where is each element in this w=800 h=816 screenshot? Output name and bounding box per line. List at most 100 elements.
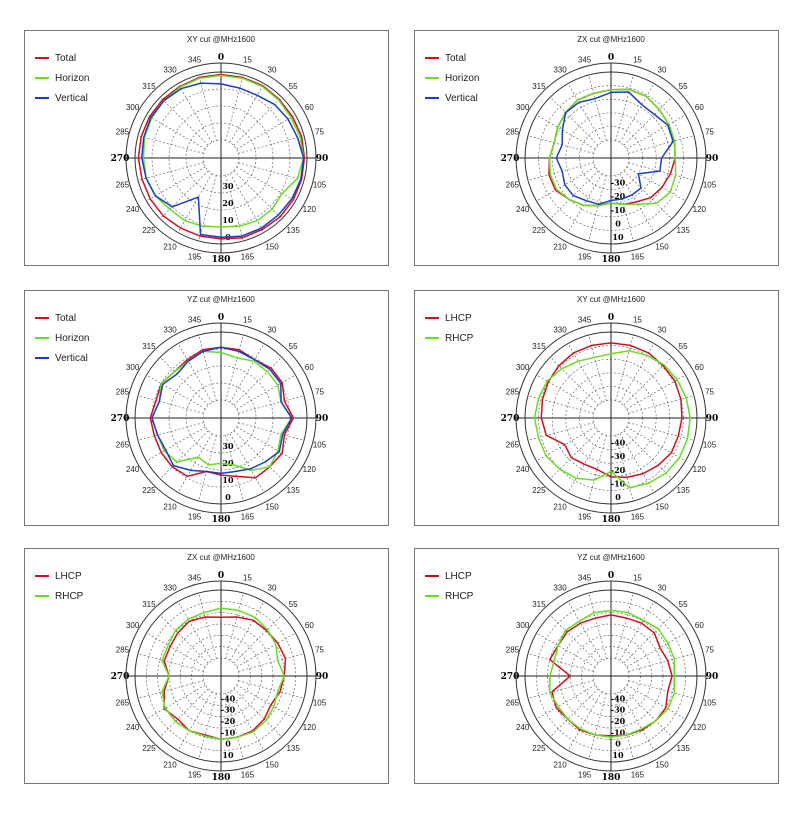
grid-spoke bbox=[137, 422, 204, 441]
grid-spoke bbox=[623, 96, 673, 146]
angle-label: 240 bbox=[516, 205, 530, 214]
ring-label: -40 bbox=[611, 693, 626, 703]
grid-spoke bbox=[619, 601, 655, 661]
angle-label: 225 bbox=[532, 486, 546, 495]
ring-label: -20 bbox=[221, 716, 236, 726]
ring-label: -10 bbox=[611, 478, 626, 488]
grid-spoke bbox=[177, 343, 213, 403]
series-line bbox=[151, 350, 293, 472]
grid-spoke bbox=[236, 114, 296, 150]
grid-spoke bbox=[159, 614, 209, 664]
series-line bbox=[161, 607, 286, 741]
angle-label: 0 bbox=[608, 53, 614, 63]
angle-label: 195 bbox=[578, 253, 592, 262]
grid-spoke bbox=[229, 83, 265, 143]
angle-label: 270 bbox=[111, 672, 130, 682]
angle-label: 15 bbox=[243, 315, 252, 324]
grid-spoke bbox=[198, 435, 217, 502]
polar-chart-panel: XY cut @MHz1600 0 15 30 55 60 75 90 105 120 135 150… bbox=[24, 30, 389, 266]
polar-chart: YZ cut @MHz1600 0 15 30 55 60 75 90 105 120 135 150… bbox=[35, 295, 329, 525]
angle-label: 105 bbox=[703, 180, 717, 189]
grid-spoke bbox=[229, 173, 265, 233]
grid-spoke bbox=[233, 96, 283, 146]
angle-label: 300 bbox=[516, 103, 530, 112]
angle-label: 60 bbox=[695, 103, 704, 112]
grid-spoke bbox=[146, 374, 206, 410]
angle-label: 55 bbox=[679, 342, 688, 351]
grid-spoke bbox=[623, 170, 673, 220]
grid-spoke bbox=[198, 693, 217, 760]
grid-spoke bbox=[536, 166, 596, 202]
angle-label: 165 bbox=[241, 513, 255, 522]
legend-label: Vertical bbox=[445, 93, 478, 104]
grid-spoke bbox=[527, 135, 594, 154]
ring-label: -10 bbox=[611, 727, 626, 737]
polar-chart: XY cut @MHz1600 0 15 30 55 60 75 90 105 120 135 150… bbox=[35, 35, 328, 265]
grid-spoke bbox=[626, 166, 686, 202]
chart-title: YZ cut @MHz1600 bbox=[187, 295, 255, 304]
angle-label: 105 bbox=[313, 440, 327, 449]
chart-title: YZ cut @MHz1600 bbox=[577, 553, 645, 562]
angle-label: 330 bbox=[553, 66, 567, 75]
angle-label: 210 bbox=[163, 242, 177, 251]
grid-spoke bbox=[619, 83, 655, 143]
grid-spoke bbox=[233, 170, 283, 220]
grid-spoke bbox=[225, 435, 244, 502]
angle-label: 285 bbox=[116, 388, 130, 397]
angle-label: 345 bbox=[188, 573, 202, 582]
series-line bbox=[151, 346, 293, 475]
ring-label: -10 bbox=[611, 205, 626, 215]
angle-label: 60 bbox=[305, 363, 314, 372]
grid-spoke bbox=[137, 162, 204, 181]
grid-spoke bbox=[527, 162, 594, 181]
legend-label: RHCP bbox=[55, 591, 84, 602]
angle-label: 345 bbox=[578, 55, 592, 64]
angle-label: 270 bbox=[501, 672, 520, 682]
grid-spoke bbox=[567, 433, 603, 493]
grid-spoke bbox=[615, 435, 634, 502]
angle-label: 55 bbox=[679, 600, 688, 609]
grid-spoke bbox=[567, 173, 603, 233]
angle-label: 285 bbox=[506, 388, 520, 397]
angle-label: 75 bbox=[705, 646, 714, 655]
angle-label: 30 bbox=[658, 584, 667, 593]
angle-label: 315 bbox=[532, 600, 546, 609]
grid-spoke bbox=[229, 433, 265, 493]
angle-label: 55 bbox=[289, 82, 298, 91]
angle-label: 165 bbox=[241, 771, 255, 780]
chart-title: XY cut @MHz1600 bbox=[577, 295, 646, 304]
angle-label: 315 bbox=[532, 342, 546, 351]
angle-label: 55 bbox=[289, 600, 298, 609]
grid-spoke bbox=[588, 175, 607, 242]
angle-label: 225 bbox=[532, 226, 546, 235]
grid-spoke bbox=[225, 334, 244, 401]
angle-label: 120 bbox=[693, 465, 707, 474]
angle-label: 120 bbox=[693, 205, 707, 214]
chart-title: ZX cut @MHz1600 bbox=[187, 553, 255, 562]
angle-label: 265 bbox=[116, 440, 130, 449]
angle-label: 195 bbox=[188, 513, 202, 522]
polar-chart-panel: XY cut @MHz1600 0 15 30 55 60 75 90 105 120 135 150… bbox=[414, 290, 779, 526]
legend-label: Vertical bbox=[55, 93, 88, 104]
angle-label: 300 bbox=[126, 363, 140, 372]
grid-spoke bbox=[588, 74, 607, 141]
ring-label: 10 bbox=[222, 750, 234, 760]
series-line bbox=[549, 609, 676, 738]
angle-label: 90 bbox=[706, 154, 719, 164]
angle-label: 15 bbox=[633, 573, 642, 582]
angle-label: 345 bbox=[578, 573, 592, 582]
angle-label: 225 bbox=[532, 744, 546, 753]
grid-spoke bbox=[225, 175, 244, 242]
grid-spoke bbox=[619, 691, 655, 751]
angle-label: 75 bbox=[315, 646, 324, 655]
grid-spoke bbox=[628, 395, 695, 414]
angle-label: 90 bbox=[706, 414, 719, 424]
series-line bbox=[548, 88, 677, 207]
grid-spoke bbox=[177, 691, 213, 751]
angle-label: 90 bbox=[316, 414, 329, 424]
angle-label: 135 bbox=[676, 744, 690, 753]
grid-spoke bbox=[229, 691, 265, 751]
angle-label: 265 bbox=[116, 698, 130, 707]
angle-label: 270 bbox=[501, 154, 520, 164]
angle-label: 0 bbox=[218, 571, 224, 581]
